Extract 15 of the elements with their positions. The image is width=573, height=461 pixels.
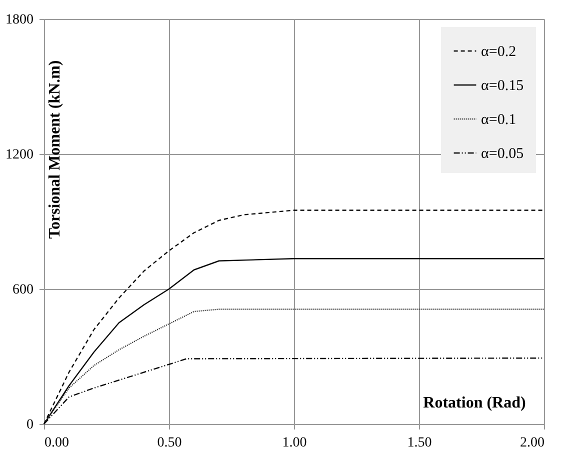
- x-tick-label: 0.50: [157, 436, 182, 450]
- x-tick-label: 2.00: [520, 436, 544, 450]
- x-tick-label: 1.00: [282, 436, 307, 450]
- y-tick-label: 600: [12, 282, 34, 298]
- legend-label: α=0.1: [481, 112, 516, 128]
- y-axis-title: Torsional Moment (kN.m): [46, 60, 64, 239]
- legend-label: α=0.15: [481, 78, 524, 94]
- x-axis-title: Rotation (Rad): [423, 394, 526, 412]
- x-tick-label: 1.50: [407, 436, 432, 450]
- y-tick-label: 1200: [6, 148, 34, 162]
- y-tick-label: 1800: [6, 12, 34, 28]
- y-tick-label: 0: [26, 418, 34, 432]
- x-tick-label: 0.00: [44, 436, 69, 450]
- legend-label: α=0.2: [481, 44, 516, 60]
- legend-label: α=0.05: [481, 146, 524, 162]
